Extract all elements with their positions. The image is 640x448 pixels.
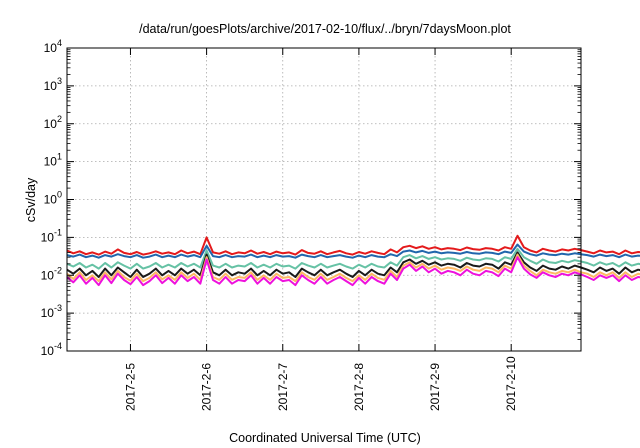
y-tick-exponent: 3 [57, 76, 62, 86]
y-tick-label: 104 [44, 38, 62, 55]
x-tick-label: 2017-2-8 [352, 363, 366, 411]
y-tick-label: 101 [44, 152, 62, 169]
y-tick-exponent: 2 [57, 114, 62, 124]
series-lines [66, 234, 640, 287]
x-axis-ticks: 2017-2-5 2017-2-6 2017-2-7 2017-2-8 2017-2-9… [123, 48, 518, 411]
y-tick-exponent: 4 [57, 38, 62, 48]
y-axis-label: cSv/day [24, 177, 38, 222]
y-tick-label: 10-1 [41, 227, 62, 244]
y-tick-exponent: 0 [57, 190, 62, 200]
x-axis-label: Coordinated Universal Time (UTC) [229, 431, 421, 445]
y-tick-label: 10-3 [41, 303, 62, 320]
y-tick-label: 100 [44, 190, 62, 207]
y-tick-label: 102 [44, 114, 62, 131]
y-tick-exponent: -2 [54, 265, 62, 275]
chart-title: /data/run/goesPlots/archive/2017-02-10/f… [139, 22, 511, 36]
plot-frame [66, 47, 582, 352]
y-tick-exponent: -4 [54, 341, 62, 351]
grid [67, 48, 581, 351]
x-tick-label: 2017-2-6 [200, 363, 214, 411]
x-tick-label: 2017-2-10 [504, 356, 518, 411]
x-tick-label: 2017-2-7 [276, 363, 290, 411]
series-line-1 [66, 234, 640, 256]
y-tick-label: 10-4 [41, 341, 62, 358]
y-tick-label: 10-2 [41, 265, 62, 282]
x-tick-label: 2017-2-9 [428, 363, 442, 411]
series-line-3 [66, 247, 640, 270]
y-tick-exponent: -1 [54, 227, 62, 237]
y-tick-label: 103 [44, 76, 62, 93]
y-tick-exponent: 1 [57, 152, 62, 162]
y-tick-exponent: -3 [54, 303, 62, 313]
series-line-2 [66, 243, 640, 259]
series-line-6 [66, 256, 640, 287]
x-tick-label: 2017-2-5 [123, 363, 137, 411]
